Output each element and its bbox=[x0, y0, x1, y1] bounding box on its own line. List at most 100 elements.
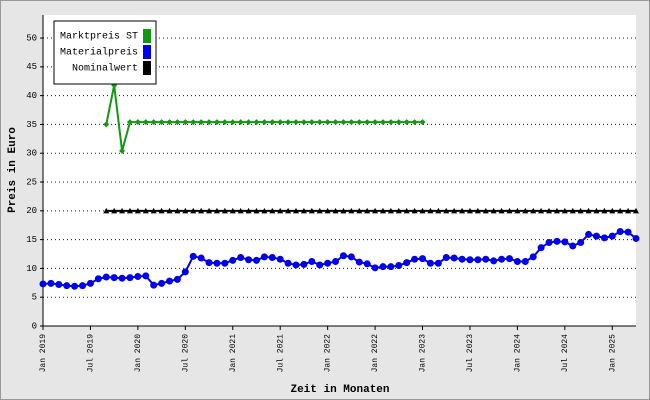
point bbox=[577, 207, 584, 214]
point bbox=[348, 119, 355, 126]
point bbox=[268, 253, 276, 261]
point bbox=[490, 207, 497, 214]
x-tick-label: Jan 2020 bbox=[134, 334, 143, 373]
point bbox=[293, 207, 300, 214]
point bbox=[324, 207, 331, 214]
point bbox=[237, 253, 245, 261]
point bbox=[355, 258, 363, 266]
y-tick-label: 50 bbox=[26, 33, 37, 43]
y-tick-label: 10 bbox=[26, 264, 37, 274]
point bbox=[103, 207, 110, 214]
point bbox=[451, 207, 458, 214]
point bbox=[625, 207, 632, 214]
point bbox=[158, 279, 166, 287]
point bbox=[118, 274, 126, 282]
point bbox=[387, 263, 395, 271]
point bbox=[513, 257, 521, 265]
point bbox=[426, 259, 434, 267]
point bbox=[316, 261, 324, 269]
point bbox=[600, 234, 608, 242]
x-tick-label: Jan 2025 bbox=[608, 334, 617, 373]
point bbox=[561, 207, 568, 214]
point bbox=[142, 119, 149, 126]
point bbox=[403, 259, 411, 267]
point bbox=[505, 255, 513, 263]
point bbox=[379, 119, 386, 126]
point bbox=[221, 207, 228, 214]
point bbox=[39, 280, 47, 288]
point bbox=[166, 119, 173, 126]
point bbox=[158, 119, 165, 126]
point bbox=[237, 207, 244, 214]
point bbox=[379, 207, 386, 214]
point bbox=[269, 119, 276, 126]
point bbox=[593, 207, 600, 214]
point bbox=[522, 207, 529, 214]
y-tick-label: 35 bbox=[26, 120, 37, 130]
point bbox=[221, 119, 228, 126]
y-tick-label: 25 bbox=[26, 177, 37, 187]
point bbox=[150, 119, 157, 126]
point bbox=[372, 207, 379, 214]
point bbox=[119, 147, 126, 154]
point bbox=[260, 253, 268, 261]
point bbox=[308, 119, 315, 126]
point bbox=[198, 207, 205, 214]
legend-label: Materialpreis bbox=[60, 47, 138, 59]
point bbox=[79, 282, 87, 290]
point bbox=[229, 119, 236, 126]
point bbox=[119, 207, 126, 214]
point bbox=[229, 207, 236, 214]
point bbox=[419, 207, 426, 214]
point bbox=[363, 260, 371, 268]
point bbox=[403, 207, 410, 214]
point bbox=[71, 282, 79, 290]
point bbox=[403, 119, 410, 126]
y-tick-label: 15 bbox=[26, 235, 37, 245]
point bbox=[617, 207, 624, 214]
point bbox=[371, 264, 379, 272]
point bbox=[427, 207, 434, 214]
point bbox=[545, 238, 553, 246]
point bbox=[339, 252, 347, 260]
point bbox=[284, 259, 292, 267]
y-tick-label: 5 bbox=[32, 293, 37, 303]
point bbox=[269, 207, 276, 214]
point bbox=[316, 119, 323, 126]
point bbox=[601, 207, 608, 214]
point bbox=[624, 228, 632, 236]
point bbox=[459, 207, 466, 214]
series-line bbox=[42, 230, 637, 288]
point bbox=[63, 282, 71, 290]
point bbox=[150, 281, 158, 289]
point bbox=[546, 207, 553, 214]
point bbox=[308, 207, 315, 214]
point bbox=[126, 207, 133, 214]
point bbox=[411, 207, 418, 214]
point bbox=[308, 257, 316, 265]
y-tick-label: 40 bbox=[26, 91, 37, 101]
point bbox=[197, 254, 205, 262]
point bbox=[134, 207, 141, 214]
point bbox=[521, 257, 529, 265]
point bbox=[300, 260, 308, 268]
point bbox=[103, 121, 110, 128]
point bbox=[616, 228, 624, 236]
point bbox=[189, 252, 197, 260]
point bbox=[537, 244, 545, 252]
point bbox=[419, 119, 426, 126]
point bbox=[356, 119, 363, 126]
point bbox=[276, 255, 284, 263]
point bbox=[47, 279, 55, 287]
point bbox=[126, 119, 133, 126]
point bbox=[506, 207, 513, 214]
legend-swatch bbox=[143, 45, 151, 59]
x-tick-label: Jan 2022 bbox=[371, 334, 380, 373]
point bbox=[142, 207, 149, 214]
point bbox=[592, 232, 600, 240]
point bbox=[102, 273, 110, 281]
point bbox=[213, 119, 220, 126]
point bbox=[458, 255, 466, 263]
point bbox=[190, 119, 197, 126]
